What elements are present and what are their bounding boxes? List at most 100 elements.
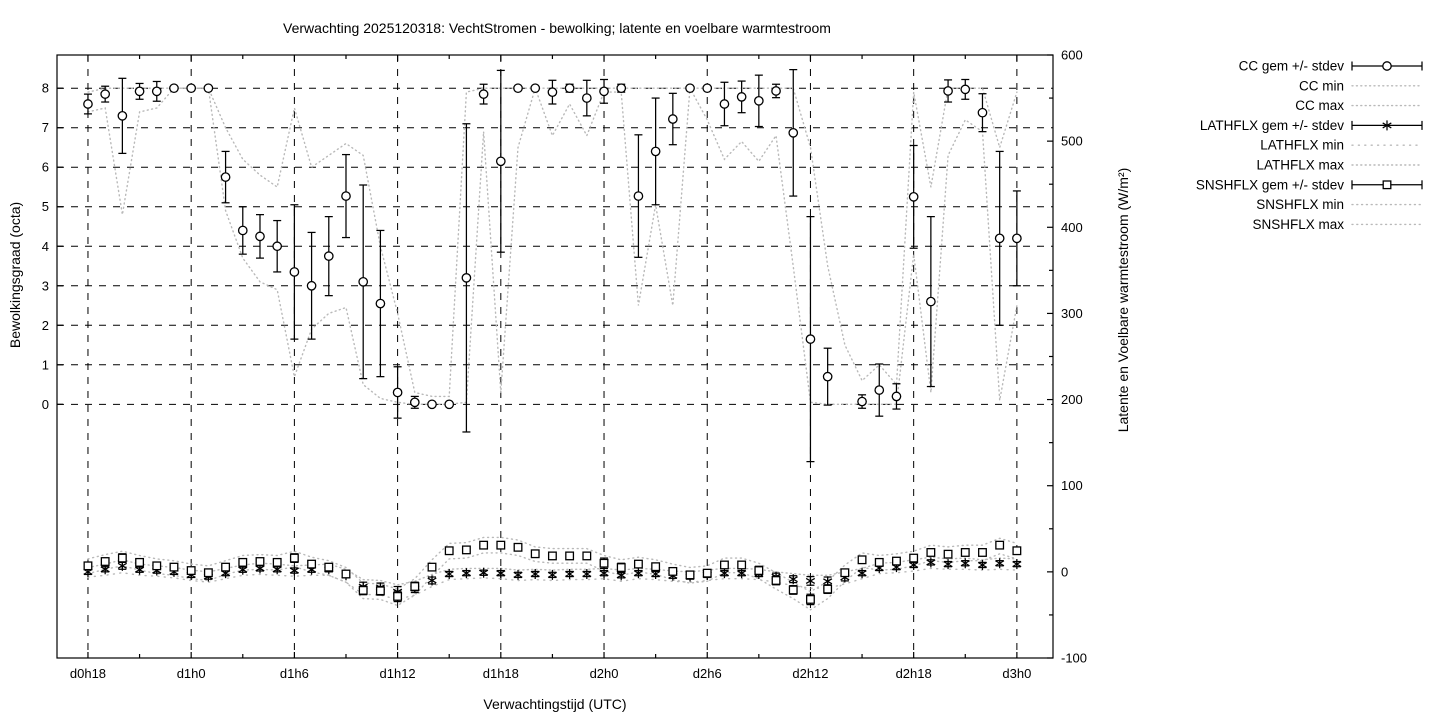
snshflx-point bbox=[324, 562, 334, 572]
cc-point bbox=[736, 92, 747, 102]
y-left-tick-label: 8 bbox=[42, 81, 49, 96]
cc-point bbox=[186, 83, 197, 94]
cc-point bbox=[117, 111, 128, 121]
y-right-tick-label: 0 bbox=[1061, 564, 1068, 579]
cc-point bbox=[874, 385, 885, 395]
cc-point bbox=[478, 89, 489, 99]
cc-point bbox=[805, 334, 816, 344]
legend-label-cc-min: CC min bbox=[1299, 78, 1344, 93]
snshflx-point bbox=[255, 557, 265, 566]
cc-point bbox=[943, 86, 953, 96]
x-tick-label: d2h6 bbox=[693, 666, 722, 681]
legend-label-lathflx-min: LATHFLX min bbox=[1260, 138, 1344, 153]
cc-point bbox=[237, 225, 248, 236]
lathflx-point bbox=[565, 569, 575, 580]
lathflx-point bbox=[926, 557, 936, 568]
snshflx-point bbox=[943, 549, 953, 559]
cc-point bbox=[908, 192, 919, 202]
cc-point bbox=[822, 371, 833, 382]
legend: CC gem +/- stdev CC min CC max LATHFLX gem … bbox=[1196, 59, 1423, 232]
legend-asterisk-icon bbox=[1382, 120, 1392, 131]
snshflx-point bbox=[823, 584, 833, 594]
cc-point bbox=[341, 191, 351, 201]
x-tick-label: d0h18 bbox=[70, 666, 106, 681]
snshflx-point bbox=[461, 545, 471, 555]
x-tick-label: d1h18 bbox=[483, 666, 519, 681]
cc-mean-series bbox=[83, 68, 1022, 463]
x-axis-label: Verwachtingstijd (UTC) bbox=[483, 696, 626, 712]
cc-point bbox=[857, 396, 867, 407]
legend-square-icon bbox=[1382, 180, 1392, 190]
legend-label-lathflx-max: LATHFLX max bbox=[1256, 158, 1344, 173]
lathflx-point bbox=[788, 574, 798, 585]
y-left-tick-label: 7 bbox=[42, 120, 49, 135]
y-right-tick-label: 300 bbox=[1061, 306, 1083, 321]
snshflx-point bbox=[83, 561, 93, 571]
snshflx-point bbox=[702, 568, 712, 578]
legend-label-snshflx-mean: SNSHFLX gem +/- stdev bbox=[1196, 177, 1344, 192]
legend-label-snshflx-max: SNSHFLX max bbox=[1252, 217, 1344, 232]
snshflx-point bbox=[685, 570, 695, 580]
snshflx-point bbox=[1012, 546, 1022, 556]
axes bbox=[56, 54, 1054, 659]
snshflx-point bbox=[427, 562, 437, 572]
lathflx-point bbox=[1012, 559, 1022, 570]
cc-point bbox=[685, 83, 695, 94]
lathflx-point bbox=[599, 568, 609, 579]
y-right-axis-label: Latente en Voelbare warmtestroom (W/m²) bbox=[1115, 168, 1131, 433]
lathflx-min-line bbox=[87, 567, 1018, 601]
cc-point bbox=[1012, 233, 1022, 244]
snshflx-point bbox=[892, 556, 901, 566]
snshflx-point bbox=[152, 561, 162, 571]
cc-point bbox=[616, 83, 627, 94]
cc-point bbox=[753, 95, 764, 106]
y-left-tick-label: 2 bbox=[42, 318, 49, 333]
snshflx-point bbox=[341, 569, 351, 579]
legend-label-cc-max: CC max bbox=[1295, 98, 1344, 113]
cc-point bbox=[650, 146, 661, 157]
snshflx-mean-series bbox=[83, 540, 1022, 606]
snshflx-point bbox=[547, 551, 557, 561]
lathflx-point bbox=[719, 568, 730, 579]
snshflx-point bbox=[771, 576, 781, 585]
lathflx-point bbox=[737, 568, 747, 579]
snshflx-point bbox=[788, 585, 798, 595]
y-left-tick-label: 0 bbox=[42, 397, 49, 412]
y-left-tick-label: 6 bbox=[42, 160, 49, 175]
snshflx-point bbox=[513, 542, 523, 552]
snshflx-point bbox=[410, 582, 420, 591]
snshflx-point bbox=[238, 557, 248, 567]
cc-point bbox=[702, 83, 713, 94]
cc-point bbox=[272, 241, 283, 252]
y-left-tick-label: 5 bbox=[42, 199, 49, 214]
y-right-tick-label: 100 bbox=[1061, 478, 1083, 493]
cc-point bbox=[255, 231, 265, 242]
cc-point bbox=[169, 83, 179, 94]
lathflx-point bbox=[513, 569, 523, 580]
snshflx-point bbox=[995, 540, 1005, 550]
x-tick-label: d2h18 bbox=[896, 666, 932, 681]
cc-point bbox=[409, 397, 420, 408]
snshflx-point bbox=[530, 549, 540, 559]
snshflx-point bbox=[375, 586, 385, 596]
cc-point bbox=[891, 391, 902, 402]
cc-point bbox=[289, 267, 300, 277]
lathflx-point bbox=[857, 568, 867, 579]
cc-point bbox=[581, 93, 592, 103]
lathflx-point bbox=[943, 559, 953, 570]
legend-label-cc-mean: CC gem +/- stdev bbox=[1239, 59, 1345, 74]
cc-point bbox=[100, 89, 111, 99]
snshflx-point bbox=[307, 559, 317, 569]
snshflx-point bbox=[565, 551, 575, 561]
snshflx-point bbox=[909, 553, 919, 563]
x-tick-label: d1h6 bbox=[280, 666, 309, 681]
y-right-tick-label: 400 bbox=[1061, 220, 1083, 235]
snshflx-point bbox=[358, 585, 368, 595]
cc-point bbox=[547, 87, 558, 97]
y-left-tick-label: 1 bbox=[42, 357, 49, 372]
snshflx-point bbox=[496, 540, 506, 550]
legend-label-lathflx-mean: LATHFLX gem +/- stdev bbox=[1200, 118, 1344, 133]
